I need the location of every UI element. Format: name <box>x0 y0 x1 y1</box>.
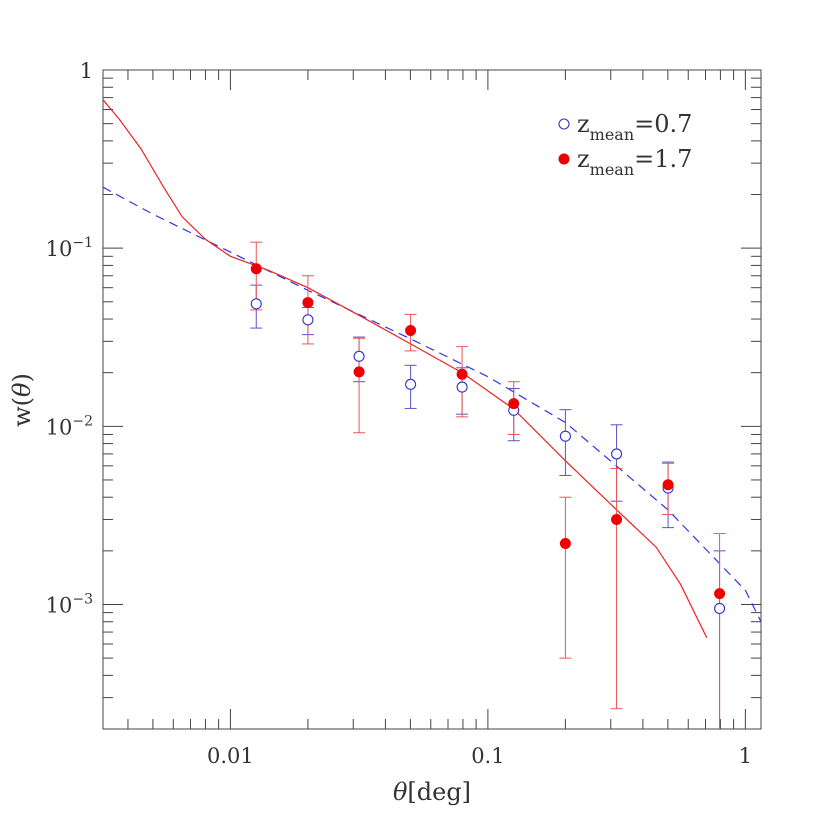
data-point-filled <box>456 368 468 380</box>
y-tick-label: 10−3 <box>46 591 93 617</box>
data-point-open <box>714 602 726 614</box>
x-axis-title: θ[deg] <box>393 778 471 806</box>
y-tick-label: 10−1 <box>46 235 93 261</box>
legend-label: zmean=0.7 <box>577 110 692 144</box>
data-point-filled <box>508 398 520 410</box>
data-point-filled <box>302 297 314 309</box>
data-point-open <box>611 448 623 460</box>
data-point-filled <box>714 588 726 600</box>
y-tick-label: 10−2 <box>46 413 93 439</box>
x-tick-label: 1 <box>739 744 752 768</box>
model-curve-dashed <box>103 186 761 622</box>
error-bars <box>250 241 726 729</box>
data-point-open <box>405 378 417 390</box>
model-curve-solid <box>103 99 708 639</box>
x-tick-label: 0.1 <box>471 744 504 768</box>
legend-marker-filled <box>558 153 570 165</box>
plot-frame <box>102 69 762 730</box>
axis-tick-labels: 0.01 0.1 1 1 10−1 10−2 10−3 <box>46 59 752 768</box>
data-point-open <box>456 381 468 393</box>
data-point-filled <box>662 479 674 491</box>
data-point-filled <box>250 263 262 275</box>
data-point-filled <box>611 513 623 525</box>
y-tick-label: 1 <box>80 59 93 83</box>
data-point-open <box>353 350 365 362</box>
data-point-open <box>559 430 571 442</box>
model-curves <box>103 99 761 639</box>
data-point-filled <box>405 324 417 336</box>
data-point-open <box>250 298 262 310</box>
data-point-open <box>302 314 314 326</box>
x-tick-label: 0.01 <box>207 744 254 768</box>
data-point-filled <box>559 537 571 549</box>
y-axis-title: w(θ) <box>8 373 36 427</box>
data-markers <box>250 263 726 614</box>
legend-label: zmean=1.7 <box>577 145 692 179</box>
axis-ticks <box>103 69 761 730</box>
data-point-filled <box>353 366 365 378</box>
legend-marker-open <box>558 118 570 130</box>
